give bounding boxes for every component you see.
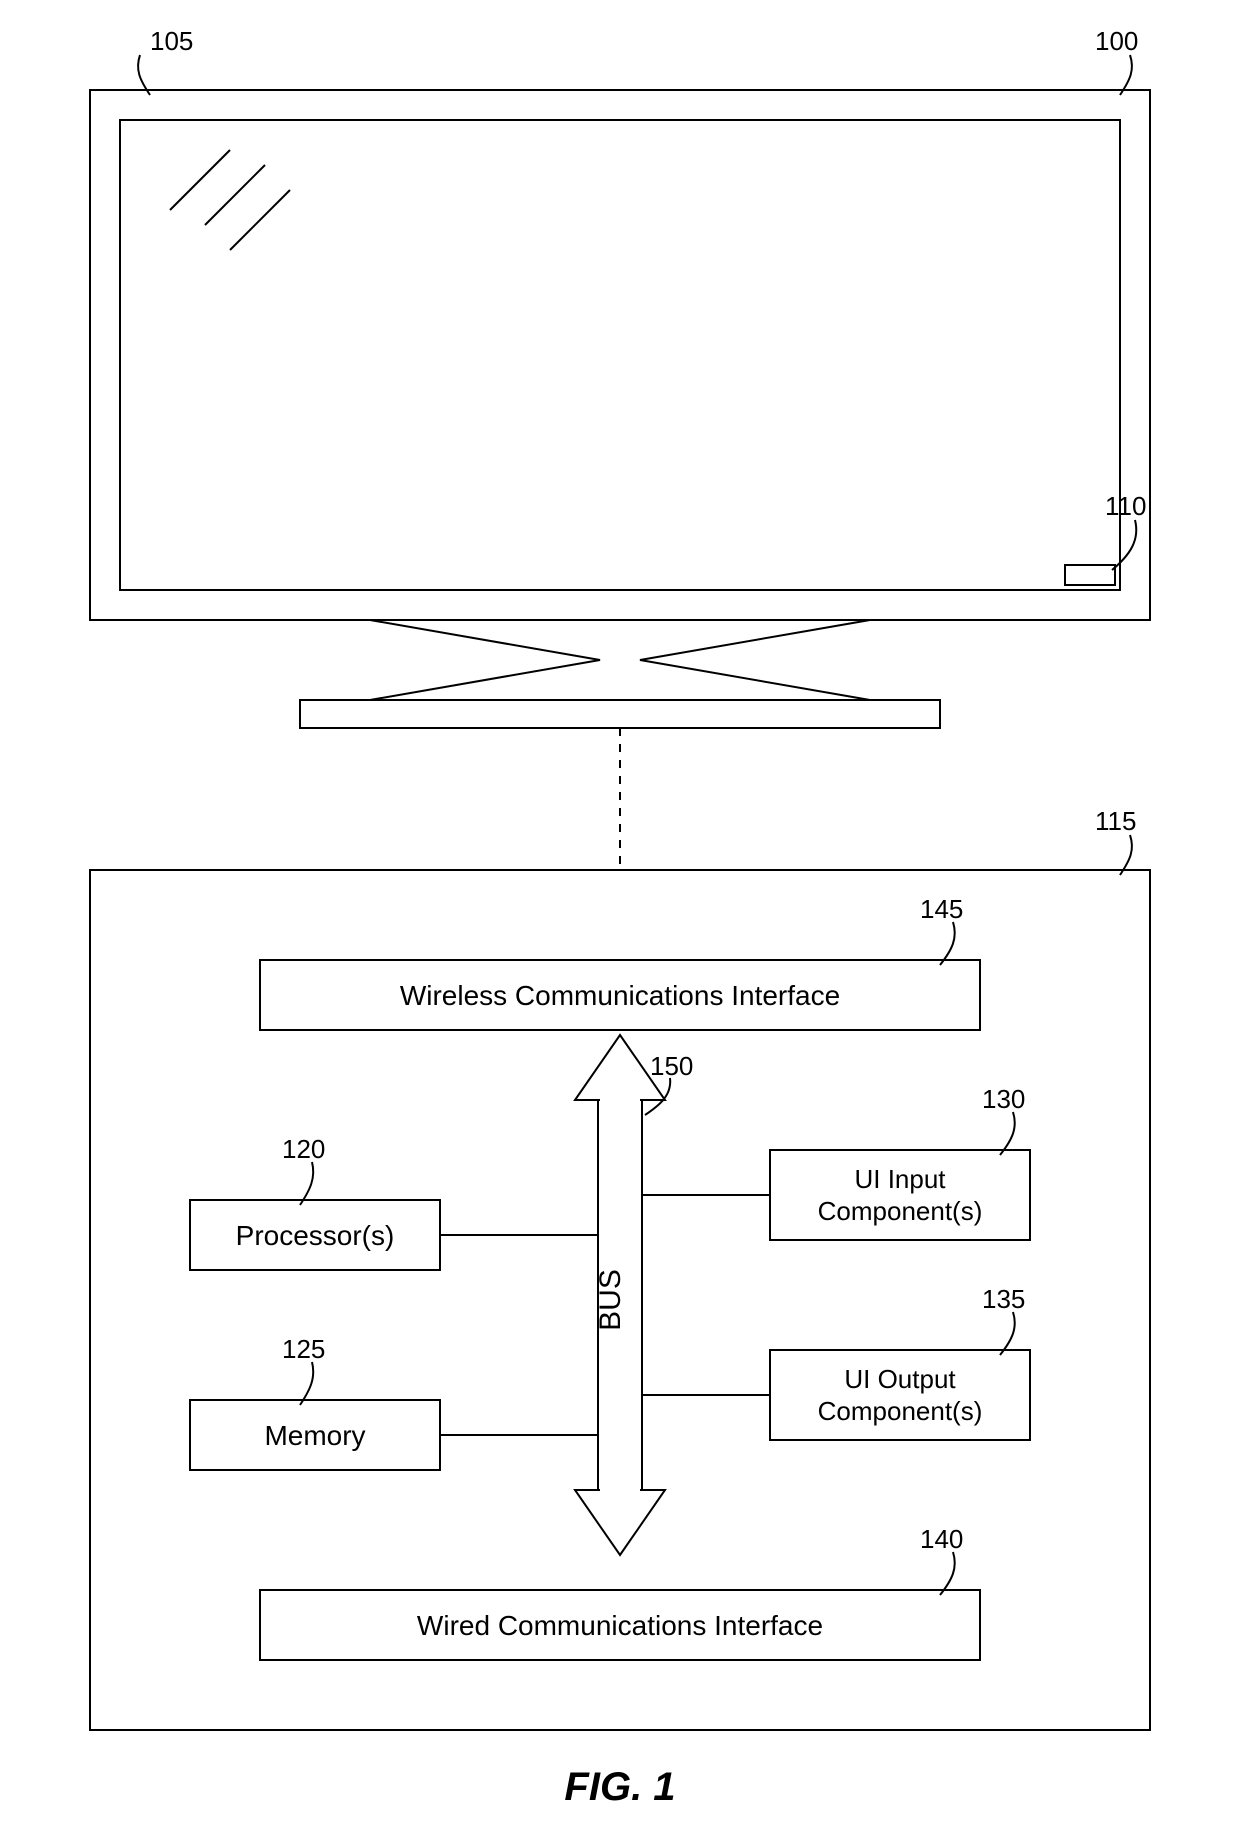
ref-145: 145 bbox=[920, 894, 963, 924]
ref-100: 100 bbox=[1095, 26, 1138, 56]
ref-110: 110 bbox=[1105, 491, 1146, 521]
tv-stand-base bbox=[300, 700, 940, 728]
tv-screen bbox=[120, 120, 1120, 590]
tv-outer-frame bbox=[90, 90, 1150, 620]
diagram-canvas: 105 100 110 115 Wireless Communications … bbox=[0, 0, 1240, 1830]
wired-label: Wired Communications Interface bbox=[417, 1610, 823, 1641]
tv-stand-neck bbox=[370, 620, 870, 700]
tv-sensor bbox=[1065, 565, 1115, 585]
ref-115: 115 bbox=[1095, 806, 1136, 836]
ref-150: 150 bbox=[650, 1051, 693, 1081]
ref-130: 130 bbox=[982, 1084, 1025, 1114]
ui-input-l1: UI Input bbox=[854, 1164, 946, 1194]
processors-label: Processor(s) bbox=[236, 1220, 395, 1251]
ref-120: 120 bbox=[282, 1134, 325, 1164]
ui-output-l1: UI Output bbox=[844, 1364, 956, 1394]
ui-input-l2: Component(s) bbox=[818, 1196, 983, 1226]
ref-125: 125 bbox=[282, 1334, 325, 1364]
ref-105: 105 bbox=[150, 26, 193, 56]
ref-140: 140 bbox=[920, 1524, 963, 1554]
memory-label: Memory bbox=[264, 1420, 365, 1451]
bus-label: BUS bbox=[594, 1269, 627, 1331]
ui-output-l2: Component(s) bbox=[818, 1396, 983, 1426]
ref-135: 135 bbox=[982, 1284, 1025, 1314]
figure-caption: FIG. 1 bbox=[564, 1765, 675, 1809]
wireless-label: Wireless Communications Interface bbox=[400, 980, 840, 1011]
